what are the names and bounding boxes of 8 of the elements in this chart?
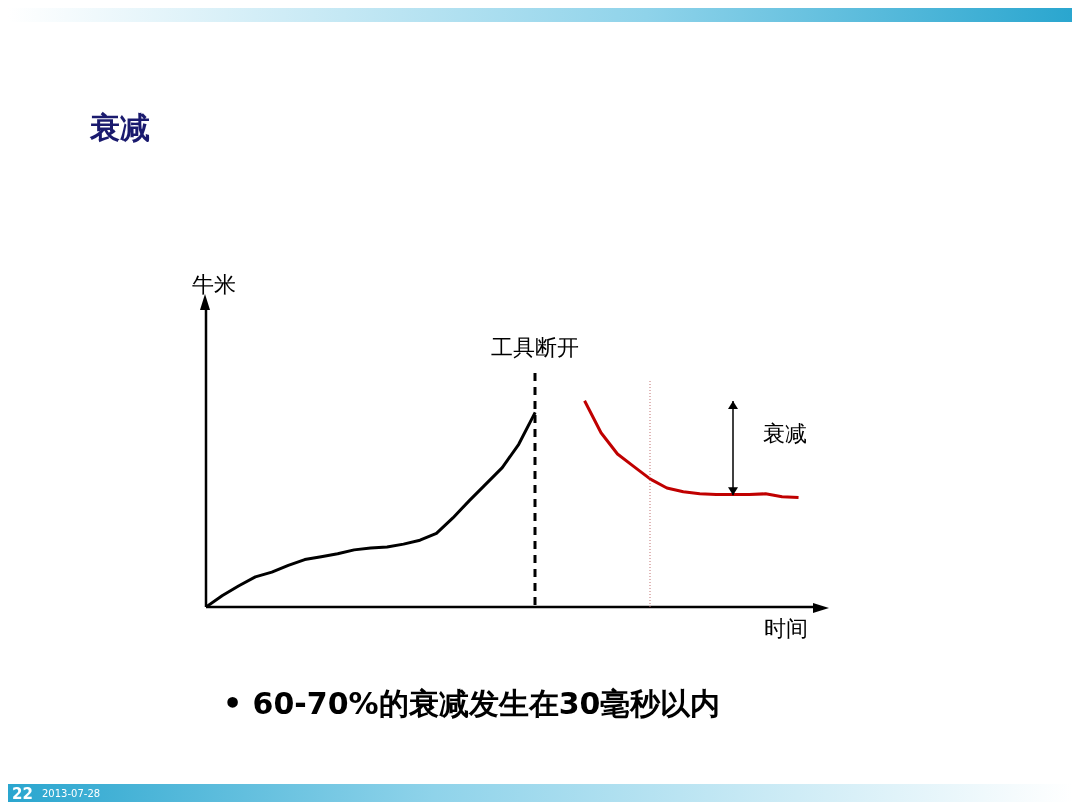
text: 工具断开 <box>489 333 580 362</box>
x-axis-title: 时间 <box>764 615 808 643</box>
text: • 60-70%的衰减发生在30毫秒以内 <box>223 685 721 723</box>
text: 2013-07-28 <box>42 788 101 799</box>
y-axis-title: 牛米 <box>192 271 236 299</box>
annotation: 衰减 <box>762 420 807 449</box>
chart-title: 衰减 <box>90 109 150 147</box>
text: 22 <box>12 785 33 803</box>
